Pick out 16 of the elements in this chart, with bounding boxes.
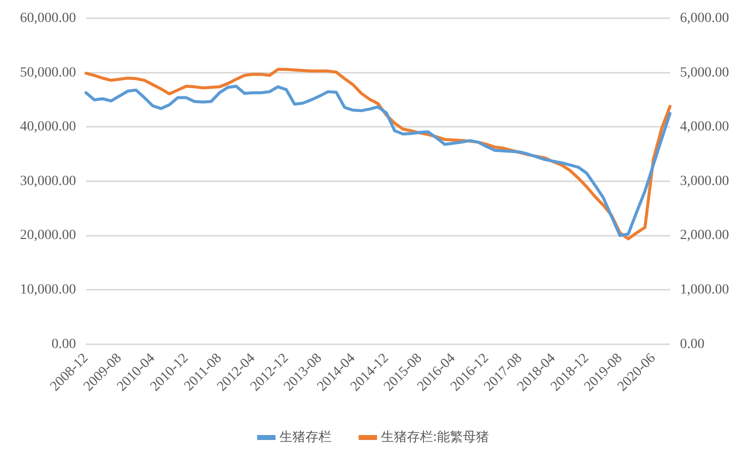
y2-tick-label: 2,000.00 xyxy=(680,228,729,244)
y-tick-label: 20,000.00 xyxy=(20,228,76,244)
y-tick-label: 40,000.00 xyxy=(20,120,76,135)
legend-label: 生猪存栏 xyxy=(279,430,332,445)
y2-tick-label: 1,000.00 xyxy=(680,282,729,298)
y2-tick-label: 3,000.00 xyxy=(680,174,729,189)
y-tick-label: 0.00 xyxy=(52,336,76,352)
y2-tick-label: 0.00 xyxy=(680,336,704,352)
y2-tick-label: 4,000.00 xyxy=(680,120,729,135)
legend-label: 生猪存栏:能繁母猪 xyxy=(380,430,490,445)
y-tick-label: 30,000.00 xyxy=(20,174,76,189)
y2-tick-label: 6,000.00 xyxy=(680,11,729,26)
y-tick-label: 50,000.00 xyxy=(20,65,76,80)
y-tick-label: 60,000.00 xyxy=(20,11,76,26)
y-tick-label: 10,000.00 xyxy=(20,282,76,298)
y2-tick-label: 5,000.00 xyxy=(680,65,729,80)
